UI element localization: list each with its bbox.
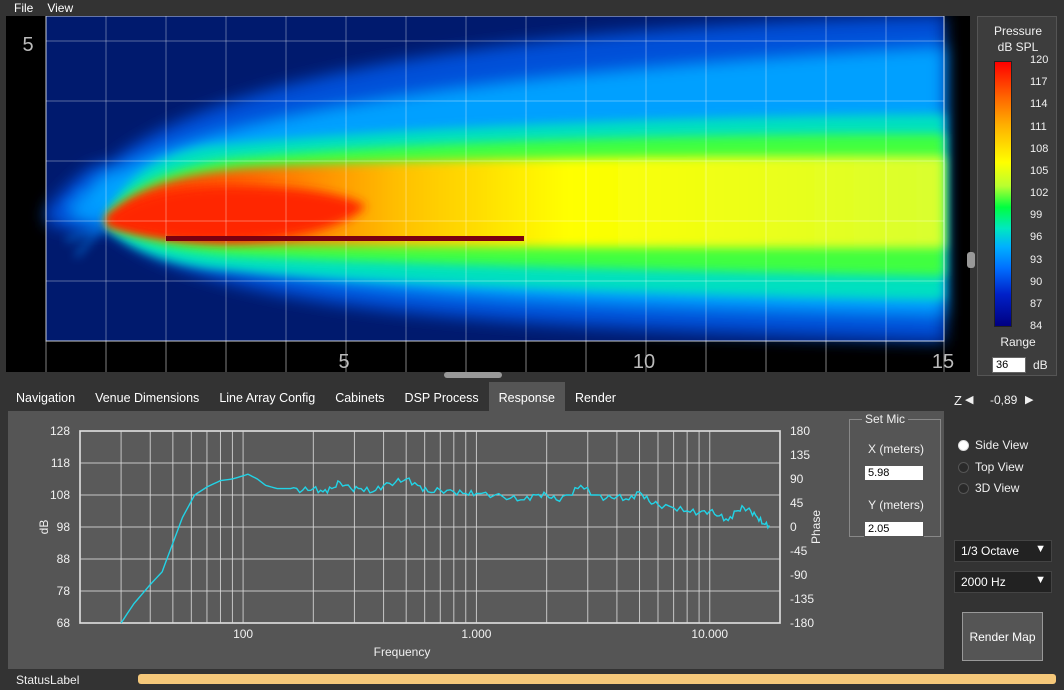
colorbar-tick-label: 102 — [1030, 187, 1049, 199]
heatmap-grid — [46, 16, 944, 341]
colorbar-tick-label: 90 — [1030, 275, 1043, 288]
top-view-radio-dot — [958, 461, 969, 473]
x-tick-label: 100 — [233, 627, 253, 641]
z-value: -0,89 — [990, 393, 1018, 407]
z-decrease-icon[interactable]: ◀ — [965, 394, 974, 406]
mic-x-label: X (meters) — [867, 442, 924, 456]
y2-tick-label: 45 — [790, 496, 804, 510]
y2-tick-label: 90 — [790, 472, 804, 486]
tab-bar: Navigation Venue Dimensions Line Array C… — [6, 382, 626, 412]
frequency-response-chart: 128 118 108 98 88 78 68 180 135 90 45 0 -45 -90 -135 -1… — [37, 424, 823, 659]
z-label: Z — [954, 393, 962, 408]
top-view-label: Top View — [975, 460, 1024, 474]
y2-tick-label: 180 — [790, 424, 810, 438]
colorbar-tick-label: 99 — [1030, 209, 1043, 222]
pressure-legend: Pressure dB SPL 120 117 114 111 108 105 102 99 9… — [977, 16, 1057, 376]
tab-dsp-process[interactable]: DSP Process — [404, 391, 479, 405]
3d-view-radio[interactable]: 3D View — [958, 481, 1019, 495]
y2-axis-label: Phase — [809, 510, 823, 544]
x-tick-5: 5 — [338, 351, 349, 372]
menu-file[interactable]: File — [14, 1, 34, 15]
frequency-select-value: 2000 Hz — [961, 575, 1006, 589]
vertical-scrollbar-thumb[interactable] — [967, 252, 975, 268]
tab-cabinets[interactable]: Cabinets — [335, 391, 385, 405]
x-tick-10: 10 — [633, 351, 655, 372]
y2-tick-label: -135 — [790, 592, 814, 606]
octave-select[interactable]: 1/3 Octave ▼ — [954, 540, 1052, 562]
y2-tick-label: -180 — [790, 616, 814, 630]
y2-tick-label: 135 — [790, 448, 810, 462]
menu-bar: File View — [0, 0, 1064, 16]
tab-response[interactable]: Response — [488, 382, 565, 412]
y-tick-label: 128 — [50, 424, 70, 438]
range-input[interactable] — [992, 357, 1026, 373]
mic-x-input[interactable] — [864, 465, 924, 481]
legend-title-pressure: Pressure — [993, 24, 1043, 38]
response-line — [120, 473, 770, 624]
x-tick-15: 15 — [932, 351, 954, 372]
spl-heatmap-view[interactable]: 5 10 15 5 — [6, 16, 970, 372]
colorbar-tick-label: 117 — [1030, 76, 1048, 89]
x-tick-label: 1.000 — [461, 627, 491, 641]
set-mic-title: Set Mic — [862, 412, 909, 426]
chevron-down-icon: ▼ — [1035, 543, 1046, 555]
3d-view-radio-dot — [958, 482, 969, 494]
octave-select-value: 1/3 Octave — [961, 544, 1020, 558]
colorbar-tick-label: 108 — [1030, 142, 1049, 155]
spl-heatmap: 5 10 15 5 — [22, 16, 954, 372]
y-tick-label: 78 — [57, 584, 71, 598]
x-axis-label: Frequency — [374, 645, 431, 659]
y2-tick-label: -90 — [790, 568, 808, 582]
colorbar-tick-label: 93 — [1030, 253, 1043, 266]
progress-bar — [138, 674, 1056, 684]
response-panel: 128 118 108 98 88 78 68 180 135 90 45 0 -45 -90 -135 -1… — [8, 411, 944, 669]
side-view-radio[interactable]: Side View — [958, 438, 1028, 452]
menu-view[interactable]: View — [47, 1, 74, 15]
y-tick-label: 88 — [57, 552, 71, 566]
range-unit: dB — [1033, 358, 1048, 372]
y2-tick-label: -45 — [790, 544, 808, 558]
tab-venue-dimensions[interactable]: Venue Dimensions — [95, 391, 200, 405]
colorbar-tick-label: 84 — [1030, 320, 1043, 332]
progress-fill — [138, 674, 1056, 684]
y-axis-label: dB — [37, 520, 51, 535]
top-view-radio[interactable]: Top View — [958, 460, 1023, 474]
y-tick-label: 98 — [57, 520, 71, 534]
colorbar-tick-label: 96 — [1030, 231, 1043, 244]
tab-render[interactable]: Render — [574, 391, 616, 405]
set-mic-group: Set Mic X (meters) Y (meters) — [849, 412, 941, 537]
status-label: StatusLabel — [16, 673, 80, 687]
x-tick-label: 10.000 — [691, 627, 728, 641]
legend-title-unit: dB SPL — [997, 40, 1039, 54]
legend-title: Pressure dB SPL — [978, 23, 1058, 55]
y-tick-label: 68 — [57, 616, 71, 630]
colorbar-tick-label: 114 — [1030, 98, 1048, 111]
audience-line — [166, 236, 524, 241]
colorbar-tick-label: 120 — [1030, 54, 1049, 66]
side-view-label: Side View — [975, 438, 1029, 452]
mic-y-label: Y (meters) — [868, 498, 924, 512]
tab-line-array-config[interactable]: Line Array Config — [219, 391, 316, 405]
3d-view-label: 3D View — [975, 481, 1020, 495]
colorbar — [994, 61, 1012, 327]
chevron-down-icon: ▼ — [1035, 574, 1046, 586]
mic-y-input[interactable] — [864, 521, 924, 537]
colorbar-tick-label: 87 — [1030, 297, 1043, 310]
y-tick-label: 108 — [50, 488, 70, 502]
horizontal-scrollbar-thumb[interactable] — [444, 372, 502, 378]
side-view-radio-dot — [958, 439, 969, 451]
z-increase-icon[interactable]: ▶ — [1025, 394, 1034, 406]
render-map-button[interactable]: Render Map — [962, 612, 1043, 661]
y-tick-5: 5 — [22, 34, 33, 56]
tab-navigation[interactable]: Navigation — [16, 391, 76, 405]
range-label: Range — [1000, 335, 1036, 349]
y2-tick-label: 0 — [790, 520, 797, 534]
frequency-select[interactable]: 2000 Hz ▼ — [954, 571, 1052, 593]
y-tick-label: 118 — [51, 456, 70, 470]
colorbar-tick-label: 111 — [1030, 120, 1047, 133]
colorbar-tick-label: 105 — [1030, 164, 1049, 177]
